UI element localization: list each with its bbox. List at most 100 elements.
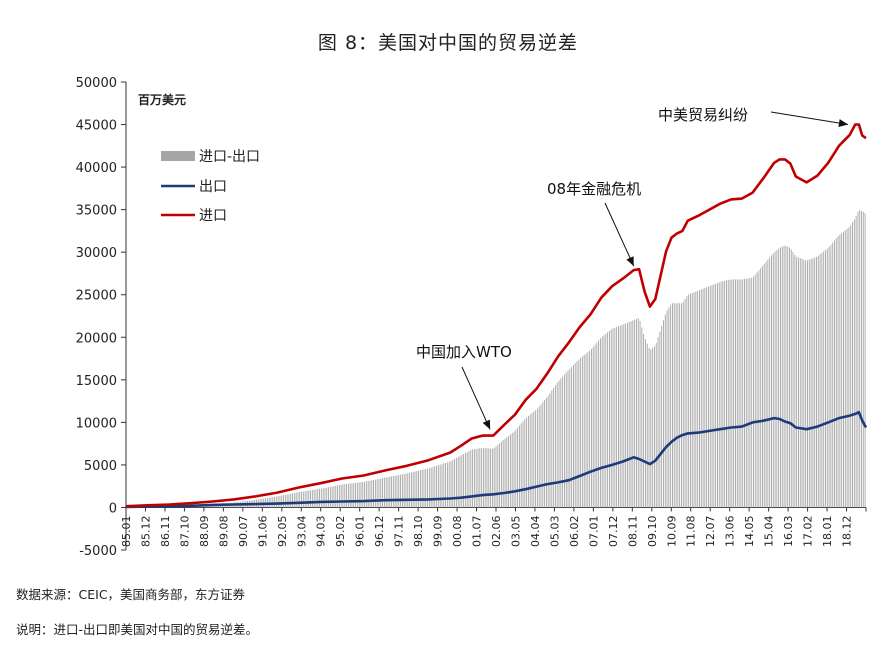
bar [747, 278, 749, 508]
bar [607, 332, 609, 508]
explain-note: 说明：进口-出口即美国对中国的贸易逆差。 [16, 622, 259, 637]
bar [376, 479, 378, 508]
bar [686, 296, 688, 508]
bar [787, 246, 789, 508]
bar [488, 448, 490, 508]
bar [536, 408, 538, 508]
bar [724, 280, 726, 508]
bar [745, 278, 747, 508]
series-line-import [125, 123, 867, 508]
bar [572, 365, 574, 508]
annotation-arrow-line [770, 111, 849, 126]
x-tick-label: 89.08 [217, 515, 230, 547]
x-tick-label: 91.06 [256, 515, 269, 547]
bar [286, 494, 288, 508]
bar [708, 286, 709, 508]
bar [518, 425, 520, 508]
annotation-arrowhead [838, 119, 848, 127]
x-tick-label: 05.03 [548, 515, 561, 547]
x-tick-label: 01.07 [471, 515, 484, 547]
bar [454, 459, 456, 508]
bar [758, 270, 760, 508]
legend-swatch [161, 151, 195, 161]
x-tick-label: 86.11 [159, 515, 172, 547]
x-tick-label: 06.02 [568, 515, 581, 547]
y-tick-label: 35000 [76, 204, 117, 219]
y-tick-label: 5000 [84, 459, 117, 474]
bar [574, 363, 576, 508]
bar [551, 390, 553, 508]
y-tick-label: 15000 [76, 374, 117, 389]
bar [717, 283, 718, 508]
x-tick-label: 95.02 [334, 515, 347, 547]
bar [502, 440, 504, 508]
bar [857, 211, 859, 508]
bar [841, 233, 843, 508]
bar [373, 479, 375, 508]
bar [801, 258, 803, 508]
bar [407, 473, 409, 508]
bar [319, 488, 320, 508]
bar [461, 455, 463, 508]
bar [578, 359, 580, 508]
bar [799, 258, 801, 508]
bar [544, 400, 546, 508]
x-tick-label: 85.12 [139, 515, 152, 547]
x-tick-label: 07.01 [587, 515, 600, 547]
bar [385, 477, 387, 508]
bar [853, 219, 855, 508]
bar [718, 282, 720, 508]
bar [304, 491, 306, 508]
bar [281, 495, 283, 508]
bar [661, 325, 663, 508]
bar [617, 326, 619, 508]
bar [605, 333, 607, 508]
y-tick-label: 25000 [76, 289, 117, 304]
bar [351, 483, 353, 508]
annotation-arrow-line [461, 366, 491, 430]
y-tick-label: 30000 [76, 246, 117, 261]
bar [650, 349, 652, 508]
x-tick-label: 92.05 [276, 515, 289, 547]
bar [837, 236, 839, 508]
bar [753, 276, 754, 508]
bar [322, 488, 324, 508]
bar [547, 395, 549, 508]
bar [477, 448, 479, 508]
bar [697, 290, 699, 508]
bar [499, 443, 501, 508]
bar [569, 368, 571, 508]
bar [785, 245, 787, 508]
unit-label: 百万美元 [138, 92, 186, 107]
bar [700, 289, 702, 508]
bar [475, 448, 477, 508]
bar [497, 444, 499, 508]
bar [614, 327, 616, 508]
bar [637, 318, 639, 508]
bar [681, 303, 682, 508]
bar [279, 495, 281, 508]
bar [616, 326, 618, 508]
bar [830, 244, 832, 508]
bar [412, 471, 414, 508]
bar [562, 376, 564, 508]
bar [628, 322, 630, 508]
bar [713, 284, 715, 508]
bar [735, 279, 736, 508]
bar [601, 336, 603, 508]
bar [653, 346, 655, 508]
bar [394, 475, 396, 508]
bar [677, 303, 679, 508]
bar [295, 492, 297, 508]
x-tick-label: 08.11 [626, 515, 639, 547]
bar [409, 472, 411, 508]
bar [554, 385, 556, 508]
bar [457, 457, 459, 508]
bar [445, 462, 447, 508]
bar [367, 481, 369, 508]
bar [299, 492, 301, 508]
bar [338, 485, 340, 508]
bar [711, 285, 713, 508]
bar [288, 494, 290, 508]
bar [803, 259, 805, 508]
